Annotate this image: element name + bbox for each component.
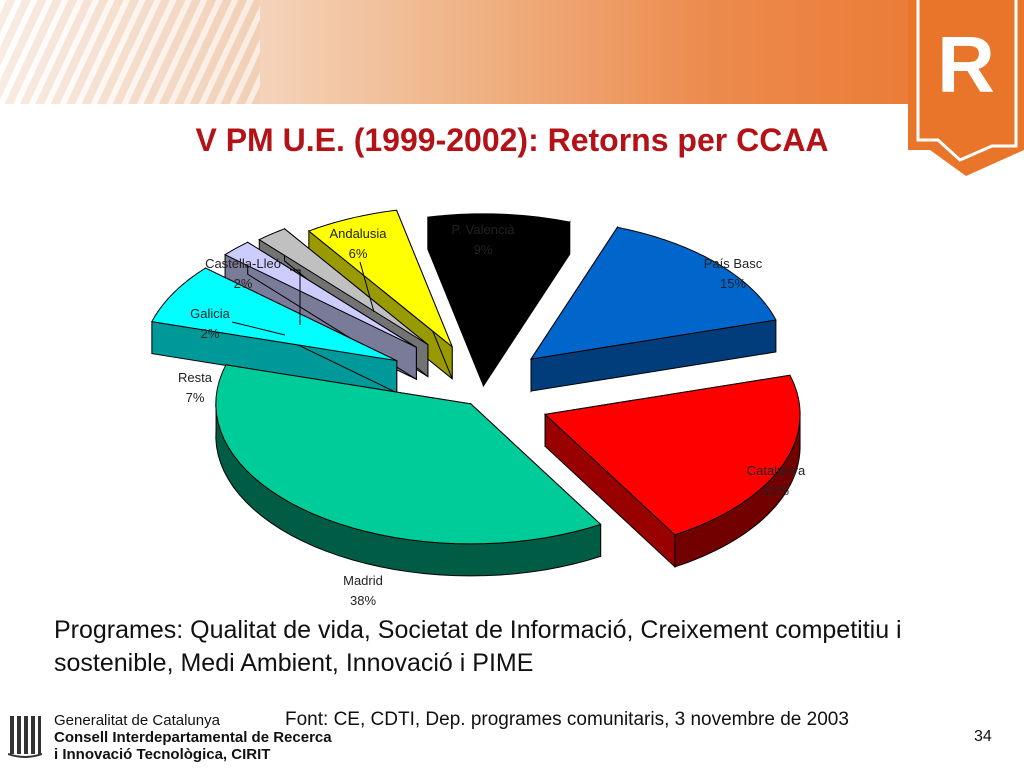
- slice-name-label: P. Valencià: [451, 222, 515, 237]
- slice-percent-label: 21%: [763, 483, 789, 498]
- generalitat-logo: Generalitat de Catalunya Consell Interde…: [8, 712, 332, 766]
- slice-name-label: País Basc: [704, 256, 763, 271]
- leader-line-5: [231, 321, 286, 336]
- r-logo: R: [908, 0, 1024, 176]
- slice-percent-label: 7%: [186, 390, 205, 405]
- pie-slice-top-7: [307, 209, 453, 348]
- slice-percent-label: 15%: [720, 276, 746, 291]
- programs-text: Programes: Qualitat de vida, Societat de…: [54, 616, 902, 677]
- slice-name-label: Madrid: [343, 573, 383, 588]
- slice-percent-label: 2%: [201, 326, 220, 341]
- header-seal-watermark: [0, 0, 260, 104]
- slice-percent-label: 2%: [234, 276, 253, 291]
- pie-slice-top-1: [529, 226, 777, 360]
- footer-org-name: Generalitat de Catalunya: [54, 712, 220, 729]
- page-number: 34: [974, 728, 992, 745]
- pie-slice-top-3: [215, 364, 602, 545]
- pie-slice-top-4: [151, 267, 397, 362]
- slice-percent-label: 6%: [349, 246, 368, 261]
- pie-slice-top-2: [543, 374, 801, 536]
- pie-slice-top-5: [224, 241, 417, 348]
- pie-slice-2: [543, 374, 801, 568]
- slice-name-label: Castella-Lleó: [205, 256, 281, 271]
- slice-percent-label: 38%: [350, 593, 376, 608]
- generalitat-emblem-icon: [8, 714, 42, 758]
- pie-chart: P. Valencià 9% País Basc 15% Catalunya 21% Mad…: [151, 209, 806, 608]
- pie-slice-1: [529, 225, 777, 393]
- footer-council-name-cont: i Innovació Tecnològica, CIRIT: [54, 746, 271, 763]
- slice-name-label: Galicia: [190, 306, 231, 321]
- svg-text:R: R: [937, 20, 995, 109]
- source-note: Font: CE, CDTI, Dep. programes comunitar…: [285, 709, 849, 730]
- pie-slice-top-0: [427, 213, 571, 355]
- slice-percent-label: 9%: [474, 242, 493, 257]
- slice-name-label: Catalunya: [747, 463, 806, 478]
- slide-title: V PM U.E. (1999-2002): Retorns per CCAA: [195, 122, 829, 158]
- leader-line-7: [359, 261, 375, 313]
- slice-name-label: Resta: [178, 370, 213, 385]
- pie-slice-4: [151, 267, 398, 394]
- footer-council-name: Consell Interdepartamental de Recerca: [54, 729, 332, 746]
- pie-slice-top-6: [258, 228, 429, 346]
- leader-line-6: [290, 269, 301, 325]
- pie-slice-3: [215, 364, 602, 577]
- pie-slice-0: [427, 213, 571, 388]
- slice-name-label: Andalusia: [329, 226, 387, 241]
